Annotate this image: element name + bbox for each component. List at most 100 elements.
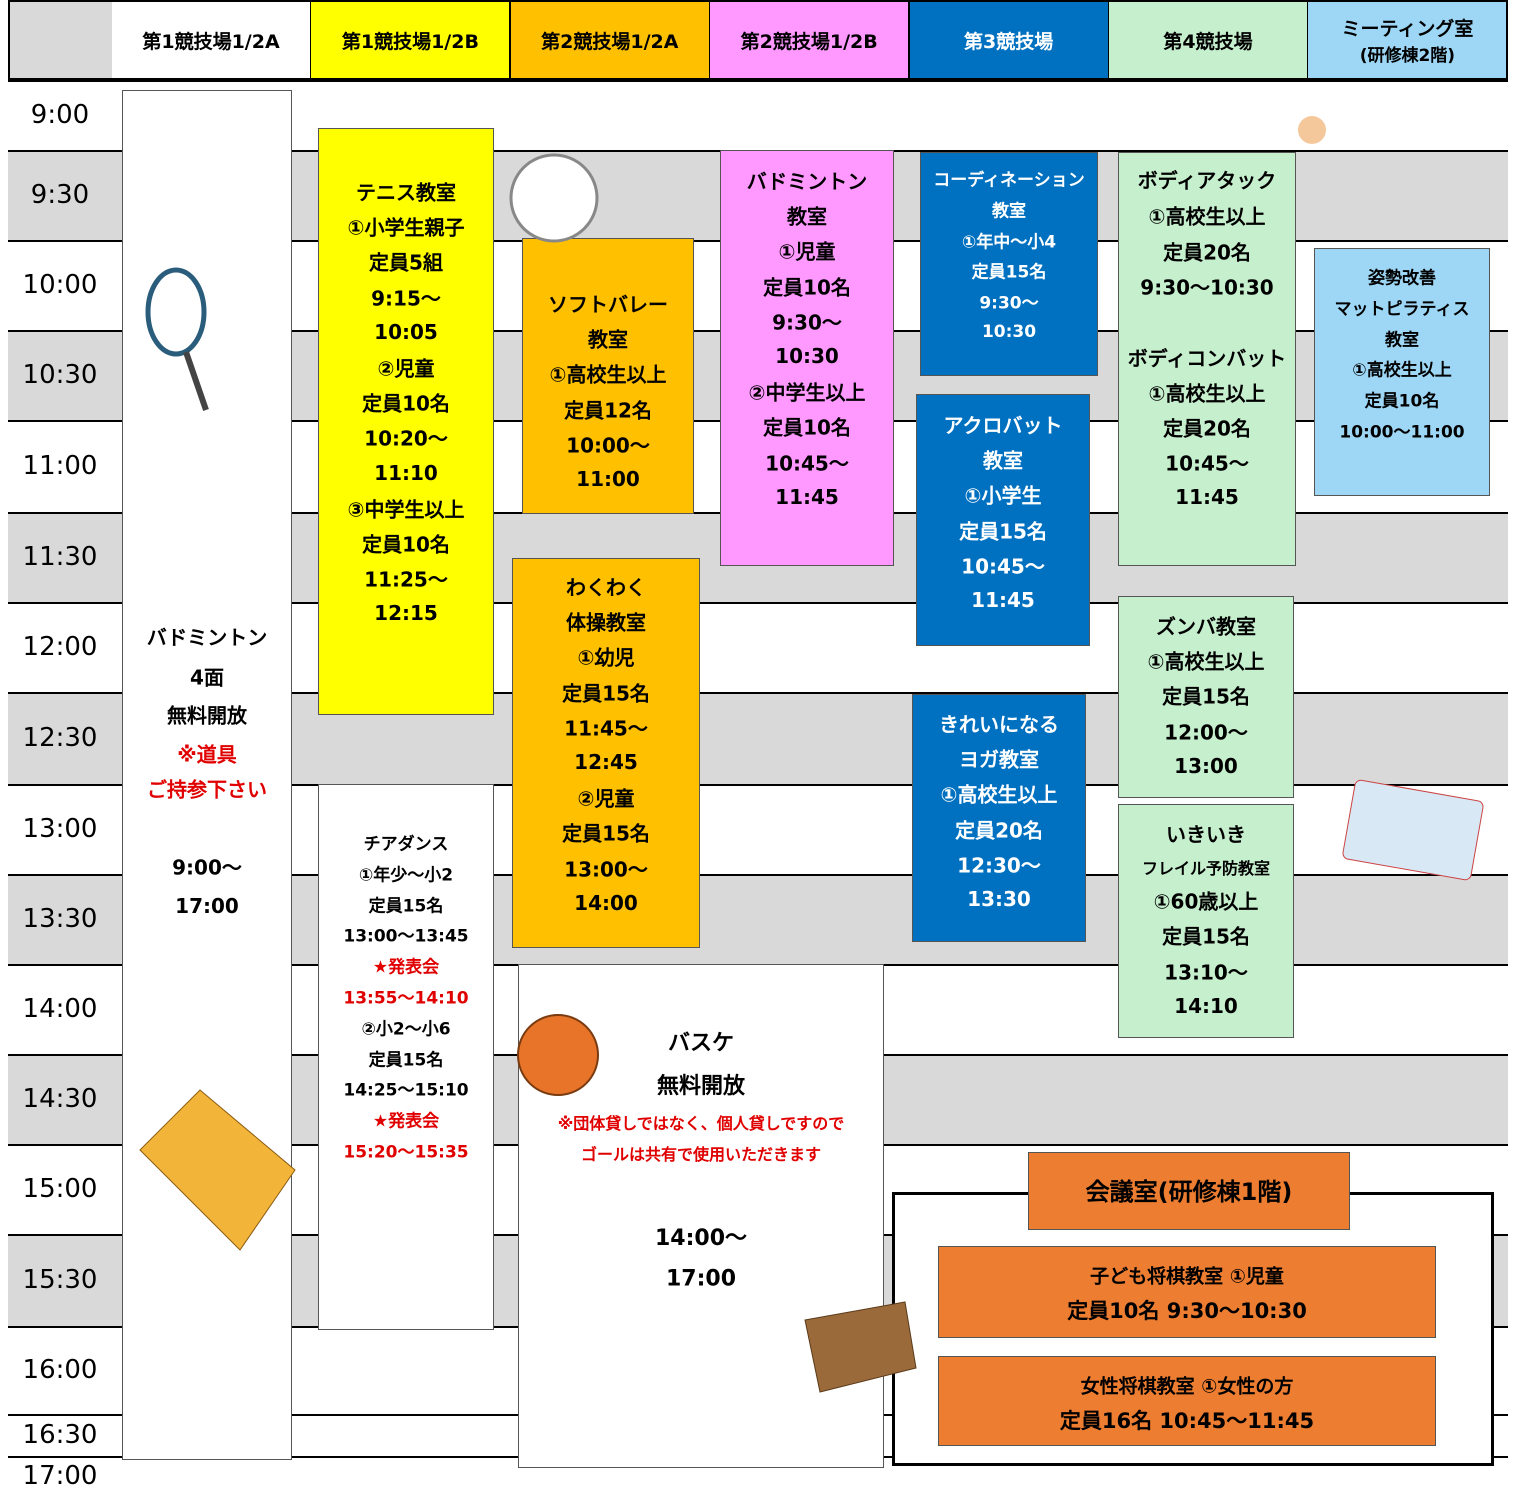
event-text: 11:45 xyxy=(971,588,1035,612)
event-block: テニス教室 ①小学生親子 定員5組 9:15～ 10:05 ②児童 定員10名 10:20～ 1… xyxy=(318,128,494,715)
event-text: ヨガ教室 xyxy=(959,747,1039,772)
event-block: ズンバ教室 ①高校生以上 定員15名 12:00～ 13:00 xyxy=(1118,596,1294,798)
event-text: 10:45～ xyxy=(961,554,1045,579)
event-text: 4面 xyxy=(190,665,224,690)
event-text: バドミントン xyxy=(146,625,268,650)
event-text: 13:10～ xyxy=(1164,960,1248,985)
event-text: 定員15名 xyxy=(562,681,650,706)
event-text: 14:25～15:10 xyxy=(343,1080,469,1101)
event-text: 9:15～ xyxy=(371,286,441,311)
event-text: 定員15名 xyxy=(971,262,1047,283)
event-text: ①高校生以上 xyxy=(1352,360,1452,381)
event-text: 11:00 xyxy=(576,467,640,491)
event-text: 17:00 xyxy=(175,894,239,918)
event-text: 定員20名 xyxy=(955,818,1043,843)
event-text: ゴールは共有で使用いただきます xyxy=(580,1145,821,1164)
event-text: ①高校生以上 xyxy=(549,362,667,387)
event-text: 教室 xyxy=(588,327,628,352)
event-text: ①小学生 xyxy=(964,483,1042,508)
event-text: 10:00～ xyxy=(566,433,650,458)
meeting-class-text: 定員10名 9:30～10:30 xyxy=(1067,1299,1307,1323)
event-text: 12:00～ xyxy=(1164,720,1248,745)
header-cell: 第3競技場 xyxy=(909,0,1110,80)
event-text: いきいき xyxy=(1166,822,1246,847)
time-label: 9:00 xyxy=(30,100,90,130)
event-text: 14:00～ xyxy=(654,1226,748,1251)
time-label: 13:30 xyxy=(22,904,98,934)
event-text: 9:30～ xyxy=(772,310,842,335)
event-text: 定員10名 xyxy=(763,415,851,440)
time-label: 15:00 xyxy=(22,1174,98,1204)
event-text: 13:00～ xyxy=(564,857,648,882)
event-text: 12:30～ xyxy=(957,853,1041,878)
event-text: バスケ xyxy=(667,1031,734,1056)
event-text: 定員20名 xyxy=(1163,240,1251,265)
event-block: 姿勢改善 マットピラティス 教室 ①高校生以上 定員10名 10:00～11:00 xyxy=(1314,248,1490,496)
event-text: ①児童 xyxy=(778,239,836,264)
event-text: ②児童 xyxy=(377,356,435,381)
event-block: チアダンス ①年少～小2 定員15名 13:00～13:45 ★発表会 13:55～14:… xyxy=(318,784,494,1330)
event-text: 定員15名 xyxy=(1162,924,1250,949)
event-text: 定員20名 xyxy=(1163,416,1251,441)
time-label: 16:00 xyxy=(22,1355,98,1385)
event-block: きれいになる ヨガ教室 ①高校生以上 定員20名 12:30～ 13:30 xyxy=(912,694,1086,942)
header-label: (研修棟2階) xyxy=(1359,46,1456,66)
event-text: 定員12名 xyxy=(564,398,652,423)
event-text: テニス教室 xyxy=(356,180,456,205)
event-text: ★発表会 xyxy=(372,957,440,978)
event-text: ③中学生以上 xyxy=(347,497,465,522)
event-text: 11:45～ xyxy=(564,716,648,741)
time-label: 12:30 xyxy=(22,723,98,753)
event-text: 15:20～15:35 xyxy=(343,1142,469,1163)
event-text: 無料開放 xyxy=(167,703,247,728)
event-text: 定員15名 xyxy=(368,1050,444,1071)
event-text: ズンバ教室 xyxy=(1156,614,1256,639)
event-text: 姿勢改善 xyxy=(1368,268,1436,289)
event-text: 10:30 xyxy=(981,322,1037,342)
event-text: ①高校生以上 xyxy=(940,782,1058,807)
time-label: 13:00 xyxy=(22,814,98,844)
event-text: 定員10名 xyxy=(1364,391,1440,412)
time-label: 14:30 xyxy=(22,1084,98,1114)
event-text: ①高校生以上 xyxy=(1148,204,1266,229)
event-block: ソフトバレー 教室 ①高校生以上 定員12名 10:00～ 11:00 xyxy=(522,238,694,514)
time-label: 17:00 xyxy=(22,1461,98,1491)
event-text: ①60歳以上 xyxy=(1153,889,1259,914)
event-text: ソフトバレー xyxy=(548,292,668,317)
event-text: 13:00～13:45 xyxy=(343,926,469,947)
event-text: ※道具 xyxy=(177,742,237,767)
event-text: 11:10 xyxy=(374,460,438,485)
event-text: 14:00 xyxy=(574,890,638,915)
event-text: ①高校生以上 xyxy=(1148,381,1266,406)
event-text: 定員10名 xyxy=(362,532,450,557)
event-text: ①高校生以上 xyxy=(1147,649,1265,674)
header-corner xyxy=(8,0,114,80)
event-text: 17:00 xyxy=(665,1266,737,1292)
event-text: 10:20～ xyxy=(364,426,448,451)
event-block: バドミントン 4面 無料開放 ※道具 ご持参下さい 9:00～ 17:00 xyxy=(122,90,292,1460)
event-text: ①年中～小4 xyxy=(961,232,1057,253)
time-label: 10:00 xyxy=(22,270,98,300)
event-text: ①小学生親子 xyxy=(347,215,465,240)
header-cell: 第4競技場 xyxy=(1109,0,1309,80)
event-text: 定員10名 xyxy=(763,275,851,300)
event-text: 教室 xyxy=(1385,330,1419,351)
time-label: 11:30 xyxy=(22,542,98,572)
event-text: 定員15名 xyxy=(1162,684,1250,709)
event-text: 13:30 xyxy=(967,887,1031,911)
time-label: 14:00 xyxy=(22,994,98,1024)
header-label: 第1競技場1/2B xyxy=(341,30,479,53)
event-text: 定員15名 xyxy=(368,896,444,917)
event-text: 10:45～ xyxy=(1165,451,1249,476)
header-cell: 第2競技場1/2B xyxy=(710,0,911,80)
event-text: バドミントン xyxy=(746,169,868,194)
meeting-room-title: 会議室(研修棟1階) xyxy=(1028,1152,1350,1230)
event-text: 定員15名 xyxy=(959,519,1047,544)
event-text: 定員15名 xyxy=(562,821,650,846)
event-text: ボディアタック xyxy=(1137,168,1277,193)
meeting-class: 女性将棋教室 ①女性の方 定員16名 10:45～11:45 xyxy=(938,1356,1436,1446)
time-label: 11:00 xyxy=(22,451,98,481)
event-block: バスケ 無料開放 ※団体貸しではなく、個人貸しですので ゴールは共有で使用いただきます… xyxy=(518,964,884,1468)
event-text: ①年少～小2 xyxy=(358,865,454,886)
